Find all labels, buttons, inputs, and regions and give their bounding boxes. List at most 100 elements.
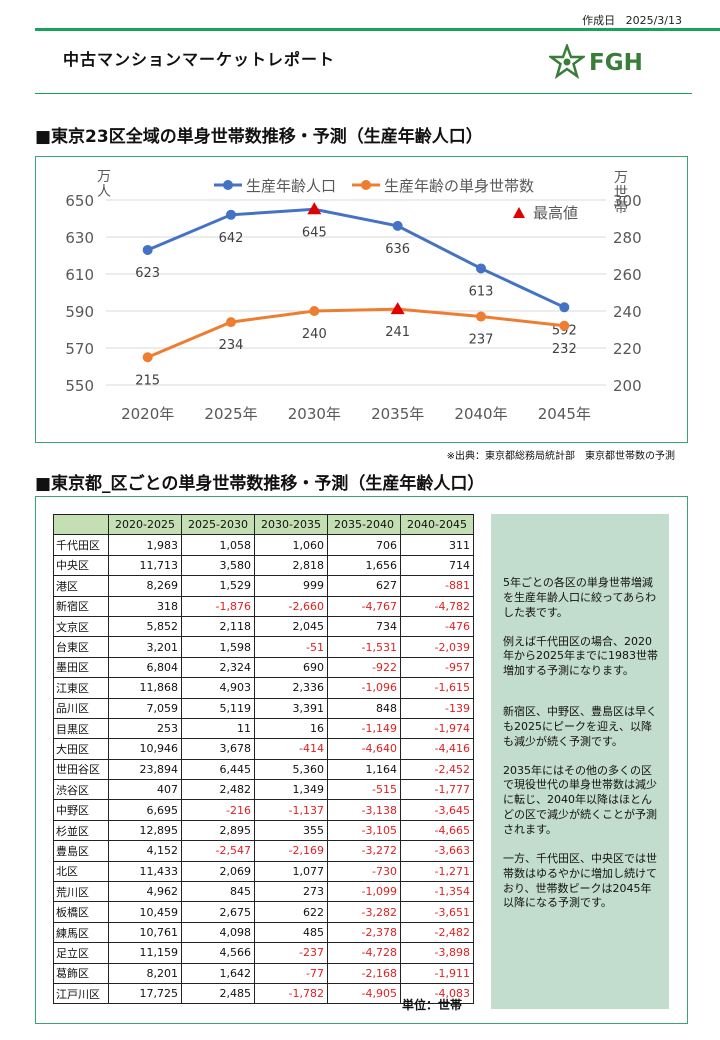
note-paragraph: 一方、千代田区、中央区では世帯数はゆるやかに増加し続けており、世帯数ピークは20…: [503, 851, 657, 910]
value-cell: 6,695: [108, 799, 182, 821]
value-cell: 311: [400, 534, 474, 556]
value-cell: 10,761: [108, 921, 182, 944]
value-cell: 2,324: [181, 656, 255, 679]
table-panel: 2020-2025 2025-2030 2030-2035 2035-2040 …: [35, 496, 688, 1024]
table-row: 品川区 7,059 5,119 3,391 848 -139: [53, 697, 474, 719]
value-cell: -3,105: [327, 819, 401, 842]
logo-text: FGH: [589, 50, 643, 76]
value-cell: 11,713: [108, 554, 182, 577]
table-row: 文京区 5,852 2,118 2,045 734 -476: [53, 615, 474, 638]
data-label: 240: [302, 327, 327, 342]
table-section-title: ■東京都_区ごとの単身世帯数推移・予測（生産年齢人口）: [35, 474, 485, 494]
value-cell: -3,651: [400, 901, 474, 923]
note-paragraph: 例えば千代田区の場合、2020年から2025年までに1983世帯増加する予測にな…: [503, 634, 658, 678]
page-title: 中古マンションマーケットレポート: [63, 50, 336, 69]
column-header: 2040-2045: [400, 513, 474, 536]
value-cell: -730: [327, 860, 401, 883]
data-label: 636: [385, 242, 410, 257]
value-cell: 1,656: [327, 554, 401, 577]
x-tick-label: 2020年: [121, 405, 174, 423]
series-line: [147, 207, 565, 309]
x-tick-label: 2045年: [538, 405, 591, 423]
table-row: 足立区 11,159 4,566 -237 -4,728 -3,898: [53, 942, 474, 964]
value-cell: -3,138: [327, 799, 401, 821]
data-label: 215: [135, 373, 160, 388]
value-cell: 1,164: [327, 758, 401, 781]
value-cell: 2,069: [181, 860, 255, 883]
value-cell: -4,083: [400, 982, 474, 1005]
value-cell: 6,804: [108, 656, 182, 679]
x-tick-label: 2030年: [288, 405, 341, 423]
data-point: [476, 263, 486, 274]
value-cell: -4,416: [400, 738, 474, 760]
value-cell: 273: [254, 881, 328, 903]
table-row: 中野区 6,695 -216 -1,137 -3,138 -3,645: [53, 799, 474, 821]
table-row: 港区 8,269 1,529 999 627 -881: [53, 575, 474, 597]
value-cell: -3,663: [400, 840, 474, 862]
series-line: [147, 307, 565, 359]
value-cell: 999: [254, 575, 328, 597]
value-cell: 2,482: [181, 779, 255, 801]
value-cell: 355: [254, 819, 328, 842]
data-point: [142, 352, 153, 363]
chart-panel: 650 630 610 590 570 550 300 280 260 240 220 200 万人万世…: [35, 156, 688, 443]
value-cell: -1,099: [327, 881, 401, 903]
legend-peak-marker: [513, 207, 525, 218]
ward-name-cell: 台東区: [53, 636, 109, 658]
value-cell: 1,983: [108, 534, 182, 556]
value-cell: -51: [254, 636, 328, 658]
table-row: 杉並区 12,895 2,895 355 -3,105 -4,665: [53, 819, 474, 842]
value-cell: -1,271: [400, 860, 474, 883]
left-axis-title: 人: [97, 184, 111, 200]
star-logo-icon: [549, 44, 585, 80]
header-divider: [35, 93, 692, 94]
data-point: [559, 320, 570, 331]
left-tick-label: 590: [65, 303, 94, 321]
left-tick-label: 570: [65, 340, 94, 358]
value-cell: -1,782: [254, 982, 328, 1005]
data-label: 234: [219, 338, 244, 353]
value-cell: 2,336: [254, 677, 328, 699]
value-cell: -957: [400, 656, 474, 679]
value-cell: -1,137: [254, 799, 328, 821]
value-cell: 4,566: [181, 942, 255, 964]
data-point: [309, 306, 320, 316]
value-cell: 5,119: [181, 697, 255, 719]
table-row: 江東区 11,868 4,903 2,336 -1,096 -1,615: [53, 677, 474, 699]
value-cell: 7,059: [108, 697, 182, 719]
ward-name-cell: 練馬区: [53, 921, 109, 944]
value-cell: -2,452: [400, 758, 474, 781]
legend-peak-label: 最高値: [533, 204, 578, 222]
value-cell: 2,485: [181, 982, 255, 1005]
note-paragraph: 5年ごとの各区の単身世帯増減を生産年齢人口に絞ってあらわした表です。: [503, 576, 657, 619]
value-cell: 17,725: [108, 982, 182, 1005]
data-point: [392, 220, 403, 231]
value-cell: 3,201: [108, 636, 182, 658]
table-row: 墨田区 6,804 2,324 690 -922 -957: [53, 656, 474, 679]
ward-name-cell: 品川区: [53, 697, 109, 719]
table-row: 渋谷区 407 2,482 1,349 -515 -1,777: [53, 779, 474, 801]
data-point: [142, 244, 153, 255]
value-cell: -1,149: [327, 717, 401, 740]
value-cell: -216: [181, 799, 255, 821]
value-cell: 1,349: [254, 779, 328, 801]
data-label: 623: [135, 266, 160, 281]
table-row: 葛飾区 8,201 1,642 -77 -2,168 -1,911: [53, 962, 474, 984]
ward-name-cell: 中野区: [53, 799, 109, 821]
created-value: 2025/3/13: [625, 14, 682, 27]
data-label: 613: [469, 284, 494, 299]
left-tick-label: 610: [65, 266, 94, 284]
ward-name-cell: 葛飾区: [53, 962, 109, 984]
ward-table: 2020-2025 2025-2030 2030-2035 2035-2040 …: [53, 513, 474, 1005]
table-row: 目黒区 253 11 16 -1,149 -1,974: [53, 717, 474, 740]
value-cell: 1,529: [181, 575, 255, 597]
value-cell: 5,852: [108, 615, 182, 638]
company-logo: FGH: [549, 44, 659, 84]
data-point: [226, 209, 236, 220]
table-row: 豊島区 4,152 -2,547 -2,169 -3,272 -3,663: [53, 840, 474, 862]
right-axis-title: 万: [614, 170, 628, 186]
value-cell: 2,895: [181, 819, 255, 842]
data-label: 232: [552, 342, 577, 357]
value-cell: -4,640: [327, 738, 401, 760]
unit-label: 単位：世帯: [402, 998, 463, 1012]
